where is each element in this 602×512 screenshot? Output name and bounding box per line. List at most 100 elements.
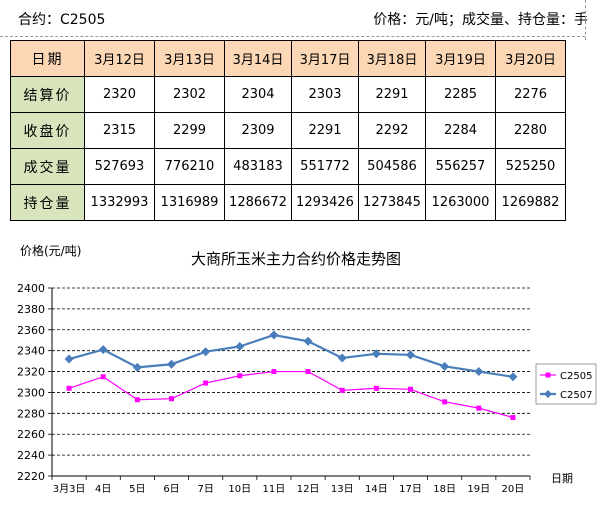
date-header: 3月19日 [425,40,496,77]
date-header: 3月20日 [495,40,566,77]
y-tick-label: 2300 [17,386,45,399]
x-tick-label: 5日 [129,484,145,495]
table-cell: 2285 [425,76,496,113]
legend-label: C2507 [560,390,592,401]
y-tick-labels: 2220 2240 2260 2280 2300 2320 2340 2360 2380 2400 [17,282,45,483]
table-cell: 776210 [154,148,225,185]
table-cell: 1293426 [291,184,359,221]
table-cell: 2309 [224,112,292,149]
x-tick-label: 17日 [399,484,422,495]
table-cell: 2284 [425,112,496,149]
grid-lines [48,287,531,480]
data-point [100,374,106,380]
header-bar: 合约：C2505 价格：元/吨；成交量、持仓量：手 [0,0,602,36]
data-point [510,415,516,421]
table-cell: 556257 [425,148,496,185]
legend-label: C2505 [560,371,592,382]
table-cell: 504586 [358,148,426,185]
table-cell: 1316989 [154,184,225,221]
table-cell: 2299 [154,112,225,149]
date-header: 3月12日 [84,40,155,77]
table-cell: 527693 [84,148,155,185]
data-point [474,367,484,377]
table-cell: 2291 [291,112,359,149]
x-tick-label: 14日 [365,484,388,495]
data-point [167,359,176,369]
header-divider [0,36,585,37]
row-label: 结算价 [10,76,85,113]
y-tick-label: 2400 [17,282,45,295]
y-tick-label: 2360 [17,324,45,337]
table-cell: 2302 [154,76,225,113]
date-header: 3月18日 [358,40,426,77]
data-point [371,349,381,359]
chart-title: 大商所玉米主力合约价格走势图 [191,250,401,268]
data-point [476,405,482,411]
table-cell: 2276 [495,76,566,113]
data-point [508,372,518,382]
date-header: 3月17日 [291,40,359,77]
date-header: 3月14日 [224,40,292,77]
y-tick-label: 2340 [17,345,45,358]
legend-marker [544,390,552,398]
table-cell: 1273845 [358,184,426,221]
data-point [408,386,413,392]
data-point [440,361,450,371]
data-point [169,396,174,402]
data-point [406,350,415,360]
y-tick-label: 2220 [17,470,45,483]
x-tick-label: 10日 [228,484,251,495]
data-point [203,380,209,386]
x-tick-label: 7日 [197,484,213,495]
x-tick-label: 18日 [433,484,456,495]
series-lines [64,330,518,421]
price-table: 日期 3月12日 3月13日 3月14日 3月17日 3月18日 3月19日 3… [10,40,566,221]
table-cell: 1286672 [224,184,292,221]
table-row: 成交量 527693 776210 483183 551772 504586 5… [10,148,566,185]
data-point [271,369,277,375]
table-cell: 1269882 [495,184,566,221]
data-point [269,330,279,340]
table-cell: 551772 [291,148,359,185]
x-tick-label: 20日 [502,484,525,495]
table-cell: 525250 [495,148,566,185]
series-line-c2505 [68,370,514,419]
x-tick-labels: 3月3日 4日 5日 6日 7日 10日 11日 12日 13日 14日 17日 18日 19日 20日 [53,483,525,495]
data-point [373,385,379,391]
data-point [442,399,448,405]
y-axis-label: 价格(元/吨) [20,243,81,258]
data-point [235,341,245,351]
table-cell: 2280 [495,112,566,149]
row-label: 收盘价 [10,112,85,149]
data-point [132,362,142,372]
data-point [237,373,243,379]
y-tick-label: 2280 [17,407,45,420]
data-point [64,354,74,364]
series-line-c2507 [68,333,514,378]
y-tick-label: 2380 [17,303,45,316]
legend-box [535,363,597,405]
table-cell: 1332993 [84,184,155,221]
table-cell: 483183 [224,148,292,185]
header-vertical-divider [585,0,586,40]
data-point [305,369,311,375]
data-point [98,345,108,355]
table-cell: 2303 [291,76,359,113]
price-line-chart: 价格(元/吨) 大商所玉米主力合约价格走势图 日期 22202240226022… [17,243,597,495]
units-label: 价格：元/吨；成交量、持仓量：手 [373,12,588,28]
table-row: 结算价 2320 2302 2304 2303 2291 2285 2276 [10,76,566,113]
table-cell: 2304 [224,76,292,113]
x-tick-label: 3月3日 [53,483,86,495]
table-row: 持仓量 1332993 1316989 1286672 1293426 1273… [10,184,566,221]
x-axis-label: 日期 [551,472,573,485]
y-tick-label: 2320 [17,366,45,379]
x-tick-label: 11日 [263,484,286,495]
table-cell: 2291 [358,76,426,113]
data-point [66,385,72,391]
x-tick-label: 6日 [163,484,179,495]
data-point [337,353,347,363]
data-point [201,347,211,357]
x-tick-label: 12日 [297,484,320,495]
y-tick-label: 2260 [17,428,45,441]
data-point [339,387,345,393]
